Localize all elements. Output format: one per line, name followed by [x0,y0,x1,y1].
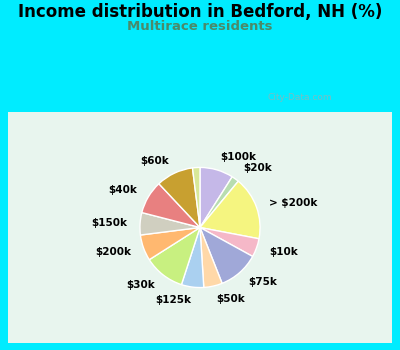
Wedge shape [159,168,200,228]
Text: $75k: $75k [248,278,277,287]
Text: City-Data.com: City-Data.com [268,93,332,103]
Text: $50k: $50k [216,294,245,304]
Text: Multirace residents: Multirace residents [127,20,273,33]
Text: Income distribution in Bedford, NH (%): Income distribution in Bedford, NH (%) [18,3,382,21]
Wedge shape [200,228,222,287]
Text: $100k: $100k [220,152,256,162]
Wedge shape [200,177,238,228]
Wedge shape [200,228,253,284]
Wedge shape [140,212,200,235]
Text: $150k: $150k [91,218,127,228]
Wedge shape [142,184,200,228]
Text: $125k: $125k [155,295,191,305]
Text: $20k: $20k [243,163,272,173]
FancyBboxPatch shape [8,112,392,343]
Wedge shape [200,181,260,239]
Text: $10k: $10k [269,247,298,257]
Wedge shape [200,228,259,257]
Wedge shape [149,228,200,285]
Text: $200k: $200k [95,247,131,257]
Wedge shape [200,167,232,228]
Text: $30k: $30k [126,280,155,290]
Text: $40k: $40k [108,185,137,195]
Wedge shape [140,228,200,260]
Text: $60k: $60k [140,156,169,166]
Wedge shape [182,228,204,288]
Text: > $200k: > $200k [269,198,317,208]
Wedge shape [192,167,200,228]
